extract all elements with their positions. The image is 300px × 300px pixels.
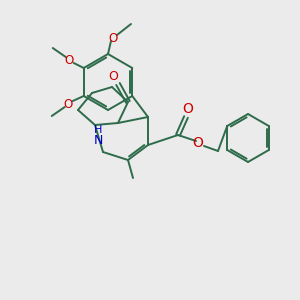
Text: O: O [108,70,118,83]
Text: O: O [183,102,194,116]
Text: O: O [63,98,72,110]
Text: N: N [93,134,103,146]
Text: O: O [108,32,118,44]
Text: H: H [94,125,102,135]
Text: O: O [64,53,74,67]
Text: O: O [193,136,203,150]
